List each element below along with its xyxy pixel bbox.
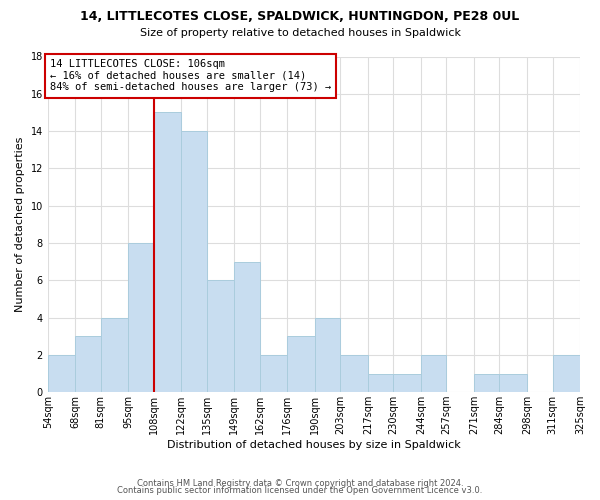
Bar [421,355,446,392]
Bar [154,112,181,392]
Bar [128,243,154,392]
Bar [260,355,287,392]
Text: 14 LITTLECOTES CLOSE: 106sqm
← 16% of detached houses are smaller (14)
84% of se: 14 LITTLECOTES CLOSE: 106sqm ← 16% of de… [50,60,331,92]
Bar [394,374,421,392]
Text: Size of property relative to detached houses in Spaldwick: Size of property relative to detached ho… [139,28,461,38]
Bar [181,131,207,392]
Bar [48,355,75,392]
Bar [101,318,128,392]
Text: Contains public sector information licensed under the Open Government Licence v3: Contains public sector information licen… [118,486,482,495]
Bar [207,280,235,392]
Y-axis label: Number of detached properties: Number of detached properties [15,136,25,312]
Bar [315,318,340,392]
Bar [75,336,101,392]
X-axis label: Distribution of detached houses by size in Spaldwick: Distribution of detached houses by size … [167,440,461,450]
Bar [474,374,499,392]
Bar [368,374,394,392]
Bar [287,336,315,392]
Text: Contains HM Land Registry data © Crown copyright and database right 2024.: Contains HM Land Registry data © Crown c… [137,478,463,488]
Bar [553,355,580,392]
Bar [235,262,260,392]
Bar [340,355,368,392]
Text: 14, LITTLECOTES CLOSE, SPALDWICK, HUNTINGDON, PE28 0UL: 14, LITTLECOTES CLOSE, SPALDWICK, HUNTIN… [80,10,520,23]
Bar [499,374,527,392]
